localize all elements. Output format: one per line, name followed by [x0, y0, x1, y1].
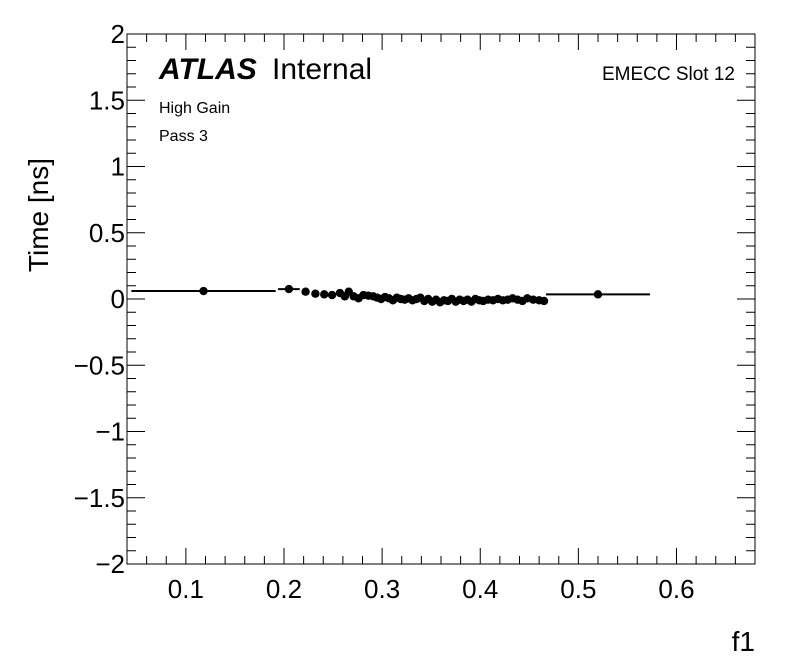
data-points — [131, 284, 651, 307]
data-point — [301, 287, 310, 296]
y-tick-label: 2 — [111, 19, 125, 49]
data-point — [284, 284, 294, 294]
y-axis-title: Time [ns] — [23, 158, 54, 272]
x-axis-title: f1 — [732, 626, 755, 657]
data-point — [311, 289, 320, 298]
data-point — [320, 290, 329, 299]
y-tick-label: 1 — [111, 152, 125, 182]
gain-label: High Gain — [159, 100, 230, 117]
y-tick-label: −2 — [95, 549, 125, 579]
internal-label: Internal — [272, 53, 372, 86]
x-tick-label: 0.4 — [462, 574, 498, 604]
y-tick-label: 0 — [111, 284, 125, 314]
x-tick-label: 0.2 — [266, 574, 302, 604]
x-tick-label: 0.6 — [658, 574, 694, 604]
tick-labels: 0.1 0.2 0.3 0.4 0.5 0.6 −2 −1.5 −1 −0.5 0 0.5 1 1.5 2 — [74, 19, 695, 604]
y-tick-label: 1.5 — [89, 85, 125, 115]
x-tick-label: 0.5 — [560, 574, 596, 604]
data-point — [539, 296, 549, 306]
data-point — [327, 290, 337, 300]
pass-label: Pass 3 — [159, 128, 208, 145]
x-tick-label: 0.3 — [364, 574, 400, 604]
data-point — [593, 290, 603, 299]
y-tick-label: 0.5 — [89, 218, 125, 248]
y-tick-label: −1 — [95, 417, 125, 447]
axis-ticks — [126, 33, 756, 565]
x-tick-label: 0.1 — [168, 574, 204, 604]
atlas-label: ATLAS — [158, 53, 257, 86]
y-tick-label: −0.5 — [74, 350, 125, 380]
y-tick-label: −1.5 — [74, 483, 125, 513]
data-point — [199, 286, 208, 296]
region-label: EMECC Slot 12 — [602, 64, 735, 85]
